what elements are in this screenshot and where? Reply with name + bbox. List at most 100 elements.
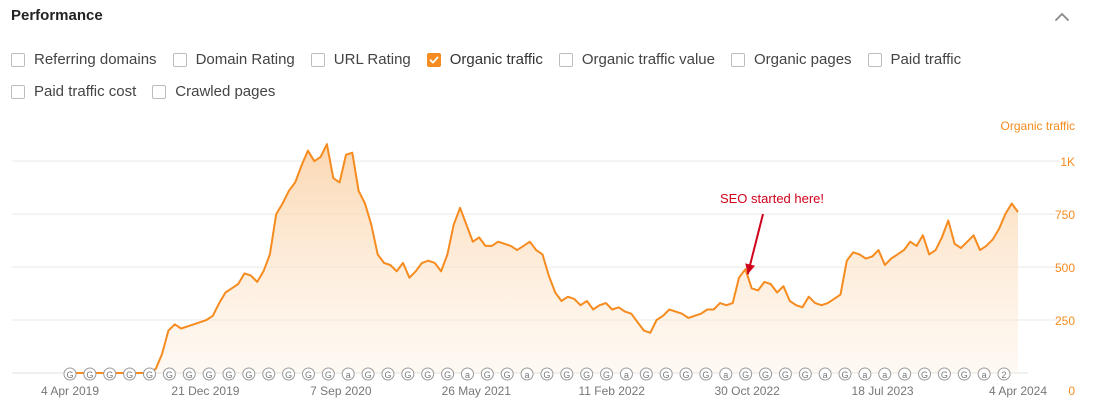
checkbox-paid-traffic[interactable]: Paid traffic	[867, 51, 961, 68]
event-marker[interactable]: G	[639, 367, 653, 381]
event-marker-circle	[361, 367, 375, 381]
event-marker[interactable]: G	[580, 367, 594, 381]
event-marker-letter: a	[882, 370, 887, 380]
event-marker[interactable]: G	[759, 367, 773, 381]
event-marker[interactable]: G	[918, 367, 932, 381]
event-marker[interactable]: G	[123, 367, 137, 381]
event-marker[interactable]: G	[83, 367, 97, 381]
event-marker[interactable]: a	[719, 367, 733, 381]
event-marker[interactable]: G	[182, 367, 196, 381]
checkbox-domain-rating[interactable]: Domain Rating	[172, 51, 295, 68]
checkbox-url-rating[interactable]: URL Rating	[310, 51, 411, 68]
checkbox-empty-icon[interactable]	[11, 52, 25, 67]
event-marker[interactable]: G	[142, 367, 156, 381]
checkbox-empty-icon[interactable]	[11, 84, 25, 99]
event-marker[interactable]: a	[460, 367, 474, 381]
event-marker-circle	[262, 367, 276, 381]
event-marker[interactable]: a	[619, 367, 633, 381]
event-marker-letter: G	[404, 370, 411, 380]
event-marker[interactable]: G	[560, 367, 574, 381]
event-marker-letter: G	[782, 370, 789, 380]
event-marker-circle	[421, 367, 435, 381]
event-marker[interactable]: 2	[997, 367, 1011, 381]
event-marker-letter: G	[643, 370, 650, 380]
event-marker[interactable]: G	[659, 367, 673, 381]
event-marker-letter: G	[563, 370, 570, 380]
x-tick-label: 11 Feb 2022	[578, 384, 645, 398]
checkbox-empty-icon[interactable]	[152, 84, 167, 99]
event-marker-circle	[858, 367, 872, 381]
event-marker[interactable]: a	[520, 367, 534, 381]
annotation-arrowhead-icon	[745, 263, 755, 275]
event-marker-letter: G	[424, 370, 431, 380]
event-marker[interactable]: G	[441, 367, 455, 381]
event-marker[interactable]: G	[699, 367, 713, 381]
checkbox-label: Organic traffic value	[581, 51, 715, 68]
event-marker-letter: G	[941, 370, 948, 380]
performance-chart[interactable]: Organic traffic 0 250 500 750 1K G G G G G G G G G G G G G…	[0, 110, 1093, 412]
event-marker[interactable]: G	[739, 367, 753, 381]
event-marker-letter: G	[921, 370, 928, 380]
checkbox-organic-traffic[interactable]: Organic traffic	[426, 51, 543, 68]
event-marker[interactable]: G	[103, 367, 117, 381]
event-marker-circle	[401, 367, 415, 381]
event-marker[interactable]: G	[222, 367, 236, 381]
event-marker[interactable]: G	[937, 367, 951, 381]
chart-svg[interactable]: Organic traffic 0 250 500 750 1K G G G G G G G G G G G G G…	[0, 110, 1093, 412]
event-marker[interactable]: G	[957, 367, 971, 381]
event-marker-circle	[222, 367, 236, 381]
event-marker[interactable]: G	[321, 367, 335, 381]
event-marker[interactable]: a	[858, 367, 872, 381]
event-marker-letter: G	[206, 370, 213, 380]
checkbox-label: Crawled pages	[175, 83, 276, 100]
checkbox-checked-icon[interactable]	[426, 52, 441, 67]
event-marker[interactable]: G	[401, 367, 415, 381]
event-marker[interactable]: a	[898, 367, 912, 381]
checkbox-crawled-pages[interactable]: Crawled pages	[152, 83, 275, 100]
event-marker[interactable]: G	[242, 367, 256, 381]
event-marker-circle	[679, 367, 693, 381]
y-tick-label: 0	[1068, 384, 1075, 398]
event-marker-circle	[63, 367, 77, 381]
checkbox-organic-pages[interactable]: Organic pages	[730, 51, 852, 68]
collapse-button[interactable]	[1053, 8, 1071, 26]
event-marker-letter: G	[325, 370, 332, 380]
event-marker[interactable]: G	[778, 367, 792, 381]
checkbox-organic-traffic-value[interactable]: Organic traffic value	[558, 51, 715, 68]
event-marker[interactable]: G	[63, 367, 77, 381]
event-marker[interactable]: a	[818, 367, 832, 381]
event-marker[interactable]: G	[262, 367, 276, 381]
event-marker-letter: G	[126, 370, 133, 380]
event-marker[interactable]: a	[341, 367, 355, 381]
checkbox-paid-traffic-cost[interactable]: Paid traffic cost	[11, 83, 136, 100]
event-marker-circle	[381, 367, 395, 381]
event-marker-letter: G	[245, 370, 252, 380]
event-marker[interactable]: G	[540, 367, 554, 381]
checkbox-empty-icon[interactable]	[730, 52, 745, 67]
event-marker[interactable]: G	[282, 367, 296, 381]
event-marker[interactable]: a	[878, 367, 892, 381]
event-marker[interactable]: G	[480, 367, 494, 381]
event-marker[interactable]: G	[162, 367, 176, 381]
event-marker[interactable]: G	[679, 367, 693, 381]
event-marker-circle	[699, 367, 713, 381]
event-marker[interactable]: G	[301, 367, 315, 381]
event-marker[interactable]: a	[977, 367, 991, 381]
event-marker[interactable]: G	[421, 367, 435, 381]
checkbox-empty-icon[interactable]	[867, 52, 882, 67]
event-marker[interactable]: G	[838, 367, 852, 381]
checkbox-empty-icon[interactable]	[558, 52, 573, 67]
event-marker-circle	[321, 367, 335, 381]
checkbox-empty-icon[interactable]	[172, 52, 187, 67]
event-marker[interactable]: G	[202, 367, 216, 381]
checkbox-empty-icon[interactable]	[310, 52, 325, 67]
event-marker[interactable]: G	[798, 367, 812, 381]
checkbox-referring-domains[interactable]: Referring domains	[11, 51, 157, 68]
event-marker[interactable]: G	[600, 367, 614, 381]
event-marker-letter: G	[603, 370, 610, 380]
event-marker-letter: G	[842, 370, 849, 380]
event-marker[interactable]: G	[381, 367, 395, 381]
event-marker[interactable]: G	[500, 367, 514, 381]
event-marker[interactable]: G	[361, 367, 375, 381]
event-marker-circle	[600, 367, 614, 381]
